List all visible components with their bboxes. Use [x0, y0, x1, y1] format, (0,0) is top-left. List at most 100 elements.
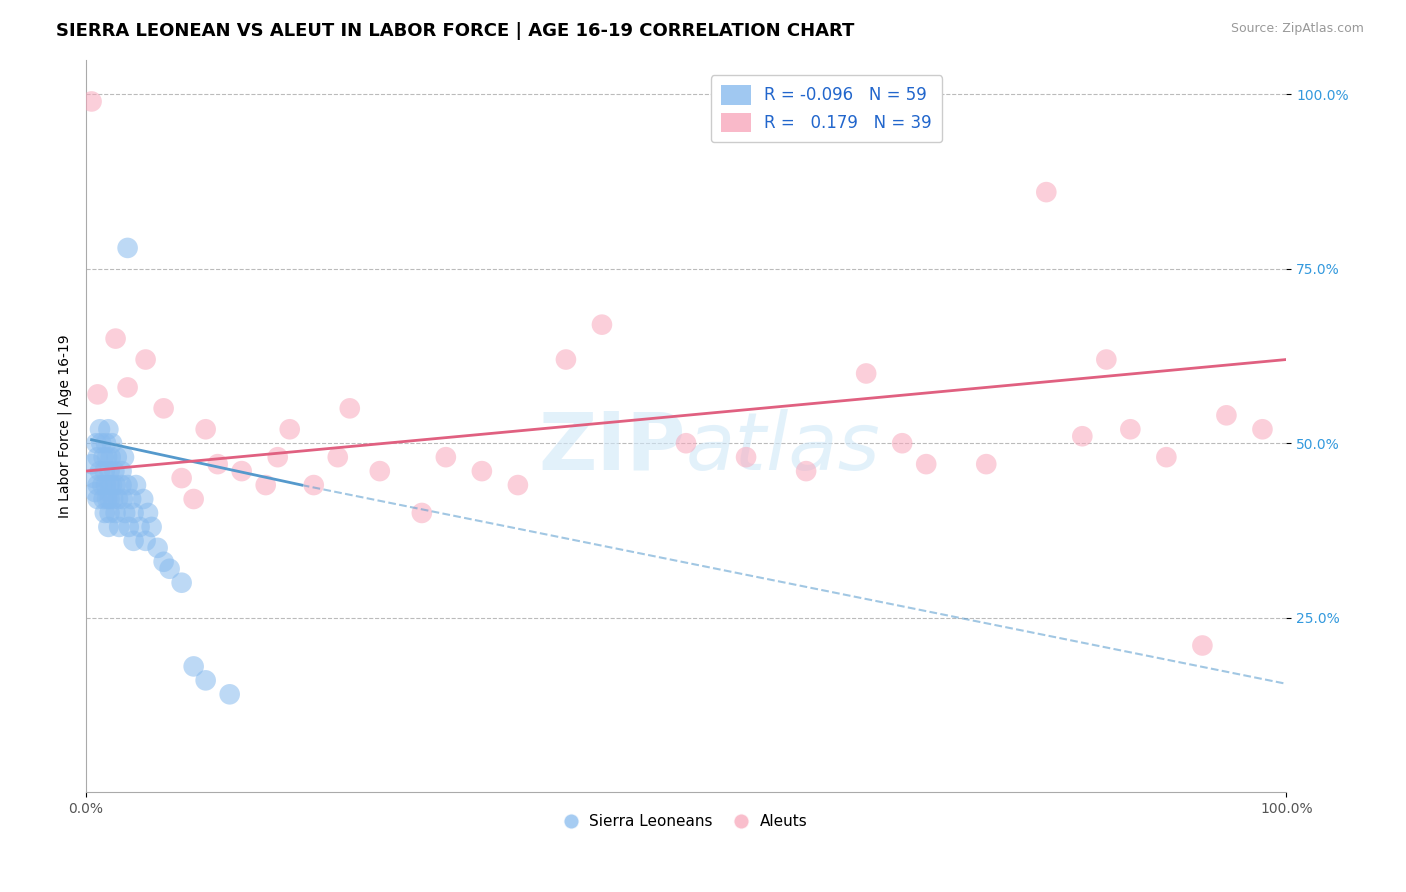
Point	[1095, 352, 1118, 367]
Point	[90, 436, 112, 450]
Point	[1035, 185, 1057, 199]
Point	[254, 478, 277, 492]
Point	[974, 457, 997, 471]
Legend: Sierra Leoneans, Aleuts: Sierra Leoneans, Aleuts	[558, 808, 814, 836]
Point	[105, 450, 128, 465]
Point	[471, 464, 494, 478]
Point	[675, 436, 697, 450]
Point	[132, 491, 155, 506]
Point	[117, 478, 139, 492]
Point	[80, 457, 103, 471]
Point	[1191, 639, 1213, 653]
Point	[141, 520, 163, 534]
Point	[100, 450, 122, 465]
Point	[122, 506, 145, 520]
Text: ZIP: ZIP	[538, 409, 686, 487]
Point	[89, 422, 111, 436]
Point	[891, 436, 914, 450]
Point	[86, 436, 108, 450]
Point	[98, 464, 121, 478]
Point	[183, 659, 205, 673]
Point	[84, 485, 107, 500]
Point	[103, 464, 125, 478]
Point	[110, 478, 132, 492]
Point	[108, 520, 131, 534]
Point	[302, 478, 325, 492]
Point	[111, 491, 134, 506]
Point	[94, 436, 117, 450]
Point	[136, 506, 159, 520]
Point	[118, 520, 141, 534]
Point	[231, 464, 253, 478]
Point	[117, 241, 139, 255]
Text: SIERRA LEONEAN VS ALEUT IN LABOR FORCE | AGE 16-19 CORRELATION CHART: SIERRA LEONEAN VS ALEUT IN LABOR FORCE |…	[56, 22, 855, 40]
Point	[96, 450, 118, 465]
Point	[170, 575, 193, 590]
Point	[122, 533, 145, 548]
Point	[1156, 450, 1178, 465]
Point	[107, 491, 129, 506]
Point	[94, 464, 117, 478]
Point	[101, 478, 124, 492]
Point	[117, 380, 139, 394]
Text: atlas: atlas	[686, 409, 880, 487]
Point	[86, 387, 108, 401]
Point	[114, 506, 136, 520]
Point	[86, 450, 108, 465]
Point	[506, 478, 529, 492]
Point	[411, 506, 433, 520]
Point	[98, 478, 121, 492]
Point	[97, 422, 120, 436]
Point	[104, 506, 127, 520]
Point	[159, 562, 181, 576]
Point	[170, 471, 193, 485]
Point	[89, 464, 111, 478]
Point	[1119, 422, 1142, 436]
Point	[591, 318, 613, 332]
Point	[794, 464, 817, 478]
Point	[120, 491, 142, 506]
Point	[1251, 422, 1274, 436]
Point	[278, 422, 301, 436]
Y-axis label: In Labor Force | Age 16-19: In Labor Force | Age 16-19	[58, 334, 72, 517]
Point	[434, 450, 457, 465]
Point	[218, 687, 240, 701]
Point	[86, 491, 108, 506]
Point	[152, 401, 174, 416]
Point	[339, 401, 361, 416]
Point	[80, 95, 103, 109]
Point	[104, 332, 127, 346]
Point	[86, 478, 108, 492]
Point	[152, 555, 174, 569]
Point	[91, 478, 114, 492]
Point	[112, 450, 135, 465]
Point	[97, 520, 120, 534]
Point	[125, 478, 148, 492]
Point	[735, 450, 758, 465]
Point	[183, 491, 205, 506]
Point	[93, 491, 115, 506]
Point	[94, 506, 117, 520]
Point	[555, 352, 578, 367]
Point	[368, 464, 391, 478]
Point	[915, 457, 938, 471]
Point	[855, 367, 877, 381]
Point	[135, 352, 157, 367]
Point	[83, 471, 105, 485]
Point	[1215, 409, 1237, 423]
Point	[98, 491, 121, 506]
Point	[93, 450, 115, 465]
Point	[194, 673, 217, 688]
Point	[104, 478, 127, 492]
Point	[146, 541, 169, 555]
Point	[194, 422, 217, 436]
Point	[267, 450, 290, 465]
Point	[103, 491, 125, 506]
Point	[326, 450, 349, 465]
Point	[101, 436, 124, 450]
Point	[110, 464, 132, 478]
Point	[96, 491, 118, 506]
Point	[128, 520, 150, 534]
Point	[94, 478, 117, 492]
Text: Source: ZipAtlas.com: Source: ZipAtlas.com	[1230, 22, 1364, 36]
